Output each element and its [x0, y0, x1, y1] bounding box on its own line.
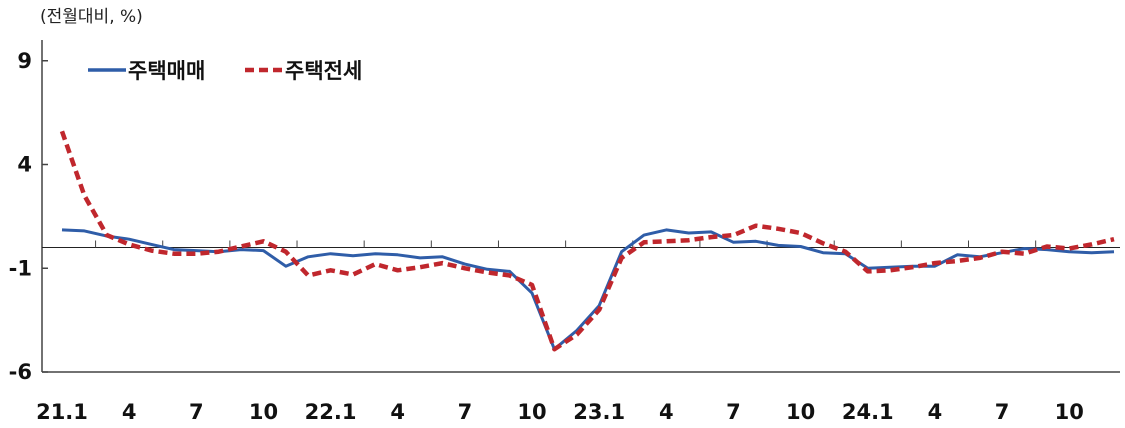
unit-label: (전월대비, %): [40, 7, 143, 27]
series-line-housing-jeonse: [59, 130, 1115, 352]
x-tick-label: 10: [1055, 400, 1084, 424]
x-tick-label: 22.1: [305, 400, 357, 424]
x-tick-label: 4: [659, 400, 674, 424]
x-tick-label: 7: [458, 400, 473, 424]
x-tick-label: 23.1: [573, 400, 625, 424]
x-tick-label: 4: [928, 400, 943, 424]
x-tick-label: 7: [189, 400, 204, 424]
x-tick-label: 4: [390, 400, 405, 424]
x-tick-label: 21.1: [36, 400, 88, 424]
legend-label-housing-jeonse: 주택전세: [285, 59, 362, 83]
x-tick-label: 4: [122, 400, 137, 424]
y-tick-label: 9: [17, 49, 32, 73]
x-tick-label: 10: [517, 400, 546, 424]
x-tick-label: 24.1: [842, 400, 894, 424]
x-tick-label: 7: [995, 400, 1010, 424]
legend-label-housing-sale: 주택매매: [128, 59, 205, 83]
legend: 주택매매 주택전세: [88, 59, 362, 83]
series-layer: [59, 130, 1115, 352]
y-axis-ticks: 9 4 -1 -6: [9, 49, 48, 384]
y-tick-label: 4: [17, 153, 32, 177]
y-tick-label: -6: [9, 360, 32, 384]
x-tick-label: 10: [786, 400, 815, 424]
x-tick-label: 10: [249, 400, 278, 424]
y-tick-label: -1: [9, 256, 32, 280]
x-tick-label: 7: [726, 400, 741, 424]
x-axis-ticks: 21.1 4 7 10 22.1 4 7 10 23.1 4 7 10 24.1 4 7 10: [36, 240, 1084, 424]
